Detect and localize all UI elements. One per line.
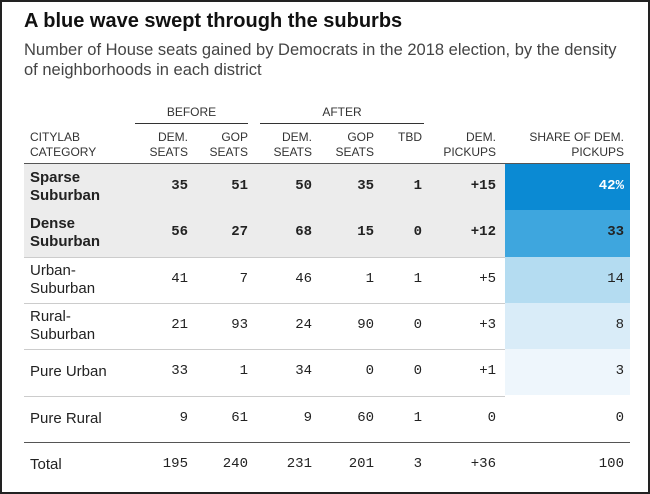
cell-value: 35 (171, 178, 188, 195)
column-header: SHARE OF DEM. PICKUPS (529, 130, 624, 159)
cell-value: 240 (222, 455, 248, 472)
cell-value: 0 (487, 409, 496, 426)
group-header: AFTER (260, 105, 424, 124)
row-label: Pure Urban (30, 363, 107, 381)
cell-value: +1 (479, 363, 496, 380)
cell-value: 14 (607, 270, 624, 287)
title: A blue wave swept through the suburbs (24, 10, 403, 32)
row-label: Total (30, 455, 62, 473)
cell-value: +3 (479, 317, 496, 334)
cell-value: 33 (607, 224, 624, 241)
cell-value: +5 (479, 270, 496, 287)
cell-value: 51 (231, 178, 248, 195)
cell-value: 8 (615, 317, 624, 334)
cell-value: 0 (413, 224, 422, 241)
cell-value: 50 (295, 178, 312, 195)
row-divider (24, 302, 630, 304)
cell-value: 27 (231, 224, 248, 241)
share-cell (505, 395, 630, 442)
share-cell (505, 164, 630, 211)
cell-value: 3 (615, 363, 624, 380)
cell-value: 42% (598, 178, 624, 195)
cell-value: 35 (357, 178, 374, 195)
column-header: GOP SEATS (209, 130, 248, 159)
cell-value: 1 (413, 270, 422, 287)
cell-value: 0 (413, 317, 422, 334)
row-label: Pure Rural (30, 409, 102, 427)
cell-value: 9 (303, 409, 312, 426)
share-cell (505, 349, 630, 396)
cell-value: 1 (365, 270, 374, 287)
row-label: Rural-Suburban (30, 308, 96, 344)
column-header: TBD (398, 130, 422, 144)
cell-value: 3 (413, 455, 422, 472)
share-cell (505, 256, 630, 303)
share-cell (505, 210, 630, 257)
cell-value: 9 (179, 409, 188, 426)
cell-value: 90 (357, 317, 374, 334)
column-header: DEM. SEATS (149, 130, 188, 159)
cell-value: +36 (470, 455, 496, 472)
cell-value: 34 (295, 363, 312, 380)
cell-value: 61 (231, 409, 248, 426)
cell-value: +15 (470, 178, 496, 195)
row-divider (24, 395, 630, 397)
cell-value: 41 (171, 270, 188, 287)
cell-value: 0 (365, 363, 374, 380)
cell-value: 24 (295, 317, 312, 334)
cell-value: 1 (413, 409, 422, 426)
cell-value: 201 (348, 455, 374, 472)
cell-value: 33 (171, 363, 188, 380)
cell-value: 231 (286, 455, 312, 472)
row-label: Urban-Suburban (30, 261, 96, 297)
cell-value: 195 (162, 455, 188, 472)
cell-value: +12 (470, 224, 496, 241)
cell-value: 0 (615, 409, 624, 426)
row-divider (24, 349, 630, 351)
cell-value: 1 (413, 178, 422, 195)
column-header: DEM. SEATS (273, 130, 312, 159)
share-cell (505, 441, 630, 489)
header-divider (24, 163, 630, 164)
row-label: Sparse Suburban (30, 169, 100, 205)
column-header: CITYLAB CATEGORY (30, 130, 97, 159)
group-header: BEFORE (135, 105, 248, 124)
total-divider (24, 441, 630, 443)
share-cell (505, 302, 630, 350)
column-header: DEM. PICKUPS (443, 130, 496, 159)
cell-value: 7 (239, 270, 248, 287)
cell-value: 93 (231, 317, 248, 334)
row-divider (24, 256, 630, 258)
cell-value: 21 (171, 317, 188, 334)
cell-value: 60 (357, 409, 374, 426)
cell-value: 68 (295, 224, 312, 241)
cell-value: 0 (413, 363, 422, 380)
row-label: Dense Suburban (30, 215, 100, 251)
cell-value: 56 (171, 224, 188, 241)
cell-value: 100 (598, 455, 624, 472)
subtitle: Number of House seats gained by Democrat… (24, 41, 617, 79)
cell-value: 15 (357, 224, 374, 241)
cell-value: 1 (239, 363, 248, 380)
row-divider (24, 488, 630, 490)
column-header: GOP SEATS (335, 130, 374, 159)
cell-value: 46 (295, 270, 312, 287)
